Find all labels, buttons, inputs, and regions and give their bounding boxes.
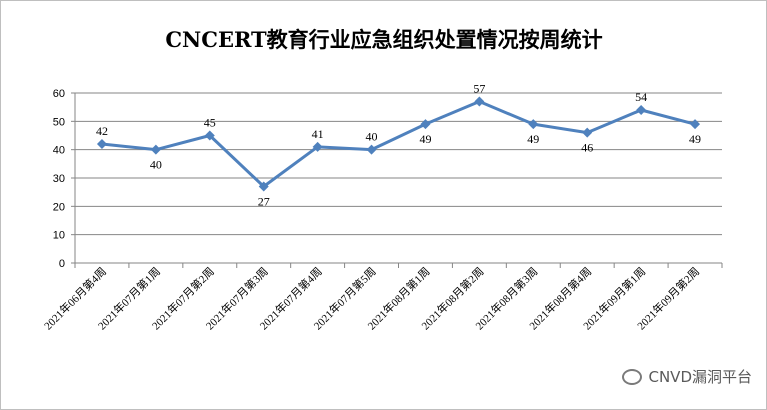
data-point	[312, 141, 323, 152]
watermark: CNVD漏洞平台	[622, 366, 752, 387]
data-label: 27	[258, 195, 270, 209]
data-label: 54	[635, 90, 647, 104]
chart-title: CNCERT教育行业应急组织处置情况按周统计	[165, 27, 602, 52]
y-tick-label: 50	[53, 116, 65, 128]
data-point	[366, 144, 377, 155]
data-label: 42	[96, 124, 108, 138]
data-point	[96, 139, 107, 149]
data-point	[582, 127, 593, 138]
y-tick-label: 20	[53, 201, 65, 213]
data-point	[636, 105, 647, 115]
y-tick-label: 10	[53, 230, 65, 242]
y-axis-ticks: 0 10 20 30 40 50 60	[53, 88, 65, 270]
data-label: 40	[366, 130, 378, 144]
watermark-text: CNVD漏洞平台	[648, 368, 752, 386]
data-point	[204, 130, 215, 141]
grid-lines	[75, 92, 722, 236]
y-tick-label: 40	[53, 145, 65, 157]
data-label: 46	[581, 141, 593, 155]
data-point	[150, 144, 161, 155]
y-tick-label: 0	[59, 258, 65, 270]
data-labels: 42 40 45 27 41 40 49 57 49 46 54 49	[96, 82, 701, 209]
y-tick-label: 60	[53, 88, 65, 100]
x-axis-ticks: 2021年06月第4周2021年07月第1周2021年07月第2周2021年07…	[41, 264, 702, 332]
data-point	[690, 119, 701, 130]
data-label: 45	[204, 116, 216, 130]
data-point	[420, 119, 431, 130]
data-label: 49	[419, 132, 431, 146]
data-point	[528, 119, 539, 130]
data-point	[474, 96, 485, 107]
data-label: 49	[527, 132, 539, 146]
data-label: 41	[312, 127, 324, 141]
y-tick-label: 30	[53, 173, 65, 185]
series-line-path	[101, 100, 696, 188]
data-label: 40	[150, 158, 162, 172]
series-points	[96, 96, 701, 192]
data-label: 57	[473, 82, 485, 96]
data-label: 49	[689, 132, 701, 146]
wechat-icon	[622, 368, 643, 385]
axes	[71, 92, 723, 268]
series-line	[101, 100, 696, 188]
data-point	[258, 181, 269, 192]
